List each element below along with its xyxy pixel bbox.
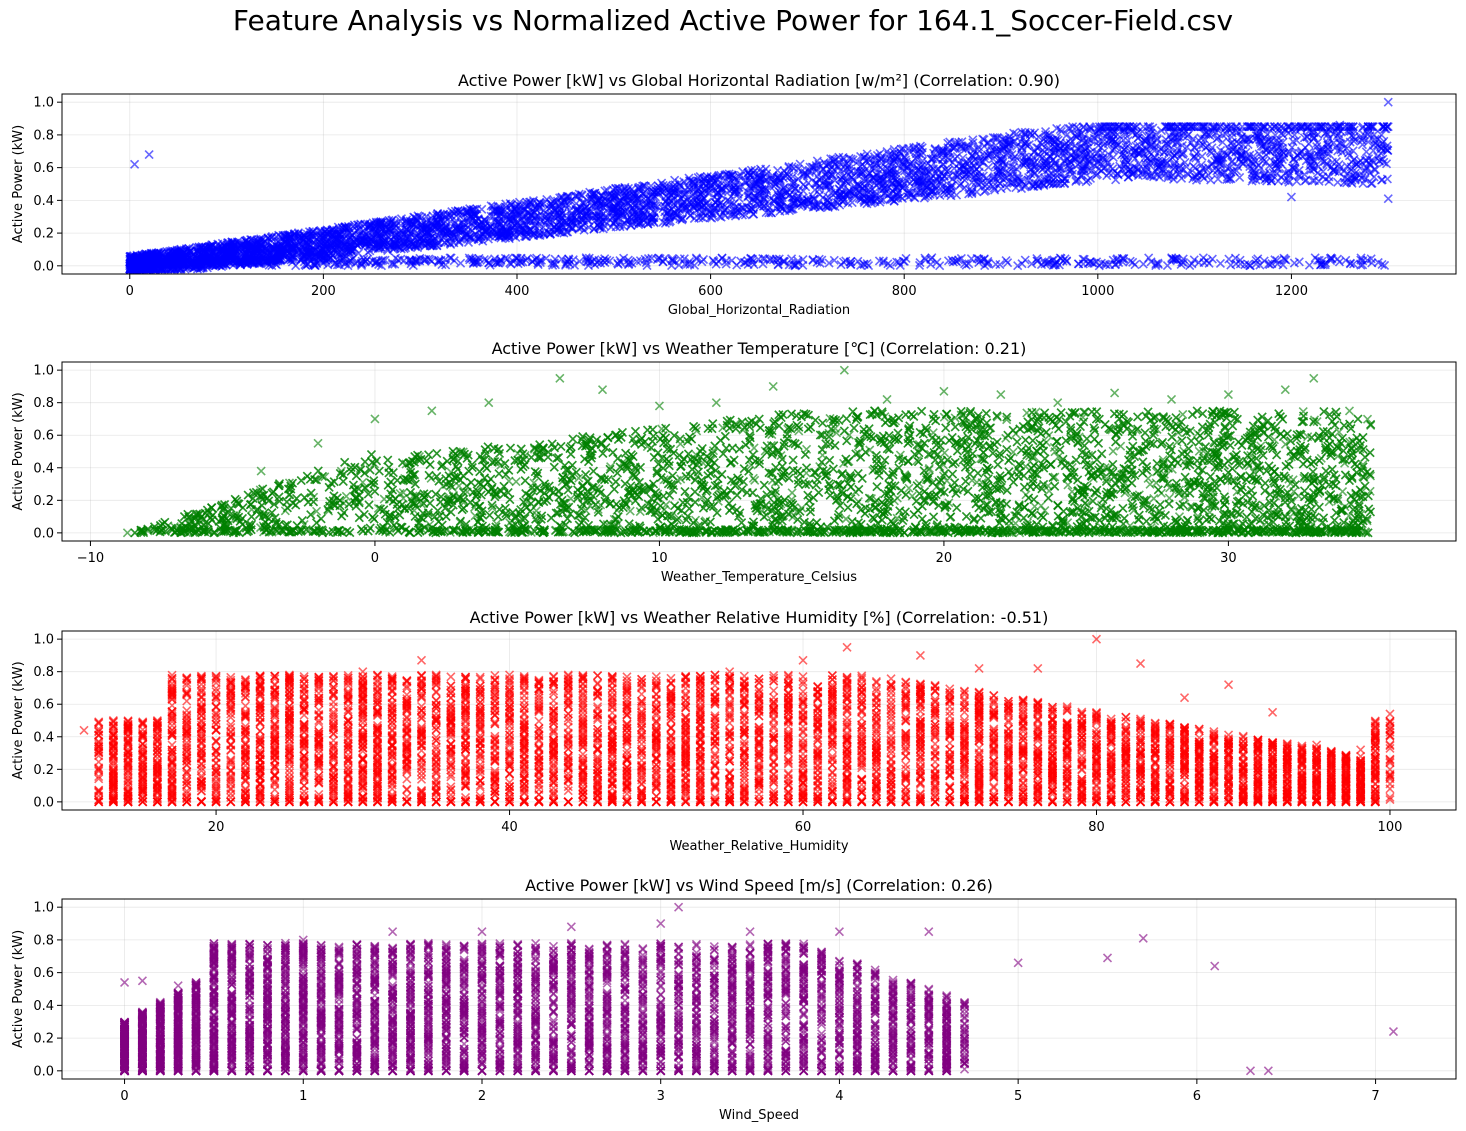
scatter-point (711, 259, 721, 269)
scatter-point (869, 152, 880, 162)
scatter-point (815, 190, 825, 200)
scatter-point (853, 157, 863, 167)
scatter-point (1331, 156, 1342, 167)
scatter-point (1334, 257, 1345, 267)
scatter-point (1188, 152, 1199, 163)
subplot-1: 0 200 400 600 800 1000 12000.00.20.40.60.81.0A… (11, 71, 1457, 318)
scatter-point (1138, 259, 1148, 269)
scatter-point (829, 255, 839, 265)
y-tick-label: 0.6 (33, 161, 54, 176)
scatter-point (564, 221, 574, 231)
scatter-point (1381, 159, 1392, 169)
scatter-point (463, 237, 474, 247)
scatter-point (689, 213, 699, 224)
scatter-point (1020, 127, 1030, 137)
scatter-point (1272, 255, 1282, 266)
scatter-point (1213, 174, 1223, 184)
x-tick-label: 400 (505, 284, 530, 299)
scatter-point (1367, 178, 1377, 188)
scatter-point (795, 159, 805, 169)
y-tick-label: 0.4 (33, 194, 54, 209)
scatter-point (952, 151, 962, 161)
scatter-point (992, 132, 1002, 143)
scatter-point (446, 253, 456, 263)
scatter-point (967, 189, 977, 199)
scatter-point (1259, 256, 1269, 266)
scatter-point (1224, 254, 1234, 264)
scatter-point (1377, 122, 1387, 132)
scatter-point (964, 141, 974, 151)
scatter-point (1276, 172, 1286, 182)
x-tick-label: 600 (698, 284, 723, 299)
x-tick-label: 800 (892, 284, 917, 299)
scatter-point (1011, 129, 1022, 139)
scatter-point (1304, 260, 1314, 270)
scatter-point (1361, 147, 1371, 157)
y-tick-label: 0.8 (33, 128, 54, 143)
y-tick-label: 0.2 (33, 227, 54, 242)
scatter-point (541, 253, 551, 264)
scatter-point (729, 199, 739, 209)
scatter-point (1333, 177, 1343, 187)
scatter-point (1218, 137, 1228, 147)
scatter-point (1299, 133, 1309, 143)
scatter-point (968, 135, 978, 145)
scatter-point (1042, 258, 1052, 268)
scatter-point (1377, 175, 1387, 185)
scatter-point (1324, 176, 1334, 186)
scatter-point (1344, 151, 1355, 161)
scatter-point (677, 214, 688, 224)
x-tick-label: 0 (126, 284, 134, 299)
scatter-point (991, 259, 1001, 269)
scatter-point (988, 133, 998, 143)
scatter-point (765, 254, 775, 264)
scatter-point (575, 256, 585, 267)
scatter-point (853, 256, 863, 266)
scatter-point (860, 174, 870, 184)
scatter-point (1121, 152, 1131, 162)
figure-title: Feature Analysis vs Normalized Active Po… (0, 4, 1466, 37)
x-tick-label: 1200 (1275, 284, 1308, 299)
scatter-point (1345, 259, 1355, 269)
scatter-point (1379, 260, 1390, 270)
scatter-point (1198, 122, 1208, 132)
scatter-marks (125, 97, 1393, 274)
x-tick-label: 200 (311, 284, 336, 299)
scatter-point (1128, 257, 1138, 267)
y-tick-label: 0.0 (33, 259, 54, 274)
scatter-point (363, 247, 373, 257)
y-tick-label: 1.0 (33, 96, 54, 111)
x-tick-label: 1000 (1081, 284, 1114, 299)
